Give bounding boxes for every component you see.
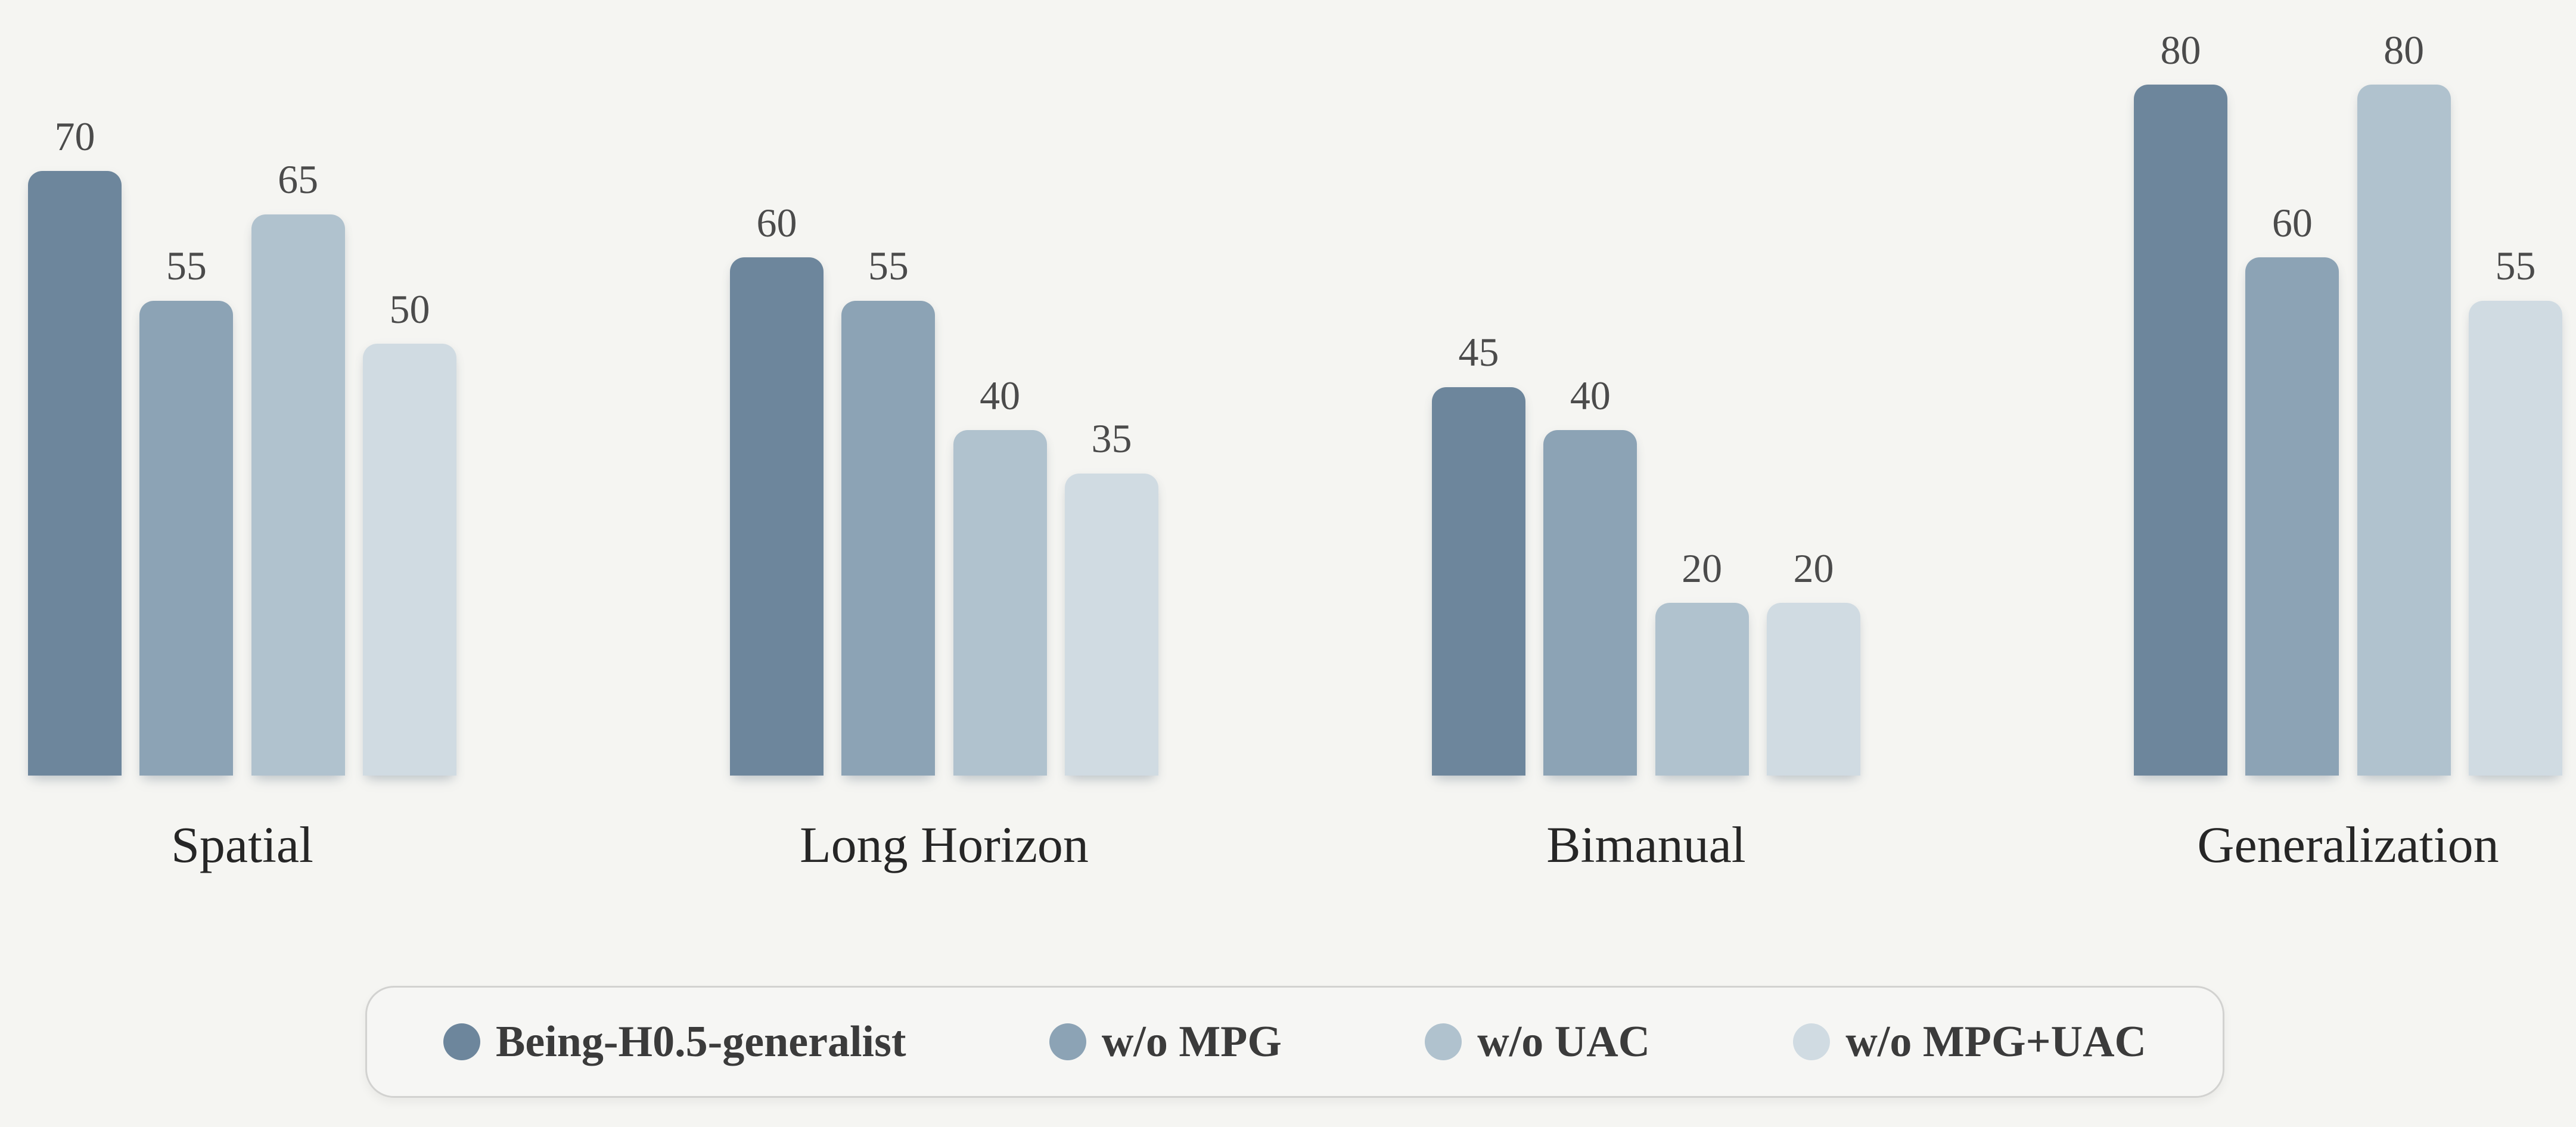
bar-value-label: 55 [2495,243,2536,289]
legend-label: w/o MPG+UAC [1845,1017,2146,1066]
category-group: 60 55 40 35 [730,200,1158,776]
bar-value-label: 55 [166,243,207,289]
bar-cell: 65 [251,158,345,776]
bar-cell: 55 [841,243,936,776]
bar-series-3 [251,214,345,776]
legend-label: w/o MPG [1101,1017,1282,1066]
bar-cell: 20 [1655,547,1749,776]
bar-cell: 80 [2134,29,2227,776]
bar-value-label: 50 [389,286,430,332]
bar-cell: 70 [28,113,122,776]
bar-cell: 20 [1766,545,1860,776]
category-label: Spatial [171,816,313,873]
bar-value-label: 55 [868,243,909,289]
bar-cell: 55 [2468,243,2562,776]
bar-series-1 [2134,85,2227,776]
legend: Being-H0.5-generalist w/o MPG w/o UAC w/o M… [365,986,2224,1098]
bar-series-3 [1655,603,1749,776]
bar-cell: 60 [730,200,824,776]
legend-item: Being-H0.5-generalist [443,1017,906,1067]
bar-series-4 [1766,603,1860,776]
bar-value-label: 70 [54,113,95,159]
category-group: 45 40 20 20 [1432,331,1860,776]
bar-value-label: 65 [278,157,319,203]
bar-value-label: 45 [1458,329,1499,375]
bar-value-label: 20 [1793,545,1834,591]
bar-cell: 40 [1543,372,1637,776]
bar-series-1 [1432,387,1525,776]
category-group: 80 60 80 55 [2134,29,2562,776]
bar-series-3 [2357,85,2451,776]
bar-series-2 [139,300,234,776]
legend-label: Being-H0.5-generalist [496,1017,906,1066]
category-label: Bimanual [1546,816,1746,873]
bar-value-label: 35 [1091,416,1132,462]
bar-series-2 [2245,257,2339,776]
legend-marker-circle-icon [443,1023,480,1060]
bar-series-4 [362,344,456,776]
bar-value-label: 80 [2384,27,2425,73]
bar-series-1 [28,171,122,776]
bar-value-label: 80 [2160,27,2201,73]
legend-item: w/o UAC [1425,1017,1650,1067]
bar-value-label: 40 [1570,372,1611,418]
legend-marker-circle-icon [1049,1023,1086,1060]
bar-series-3 [953,430,1047,776]
bar-cell: 35 [1064,416,1158,776]
bar-series-4 [1064,473,1158,776]
bar-value-label: 40 [980,372,1021,418]
bar-value-label: 60 [2272,200,2313,245]
category-label: Long Horizon [800,816,1089,873]
bar-cell: 40 [953,372,1047,776]
bar-value-label: 60 [756,200,797,245]
bar-series-4 [2468,300,2562,776]
bar-series-1 [730,257,824,776]
bar-cell: 80 [2357,29,2451,776]
bar-series-2 [1543,430,1637,776]
category-group: 70 55 65 50 [28,113,456,776]
bar-cell: 60 [2245,200,2339,776]
bar-value-label: 20 [1682,545,1723,591]
category-label: Generalization [2197,816,2499,873]
legend-item: w/o MPG+UAC [1793,1017,2146,1067]
legend-marker-circle-icon [1425,1023,1462,1060]
legend-marker-circle-icon [1793,1023,1831,1060]
bar-series-2 [841,300,936,776]
legend-item: w/o MPG [1049,1017,1282,1067]
bar-cell: 50 [362,286,456,776]
bar-cell: 55 [139,243,234,776]
bar-cell: 45 [1432,331,1525,776]
legend-label: w/o UAC [1477,1017,1651,1066]
